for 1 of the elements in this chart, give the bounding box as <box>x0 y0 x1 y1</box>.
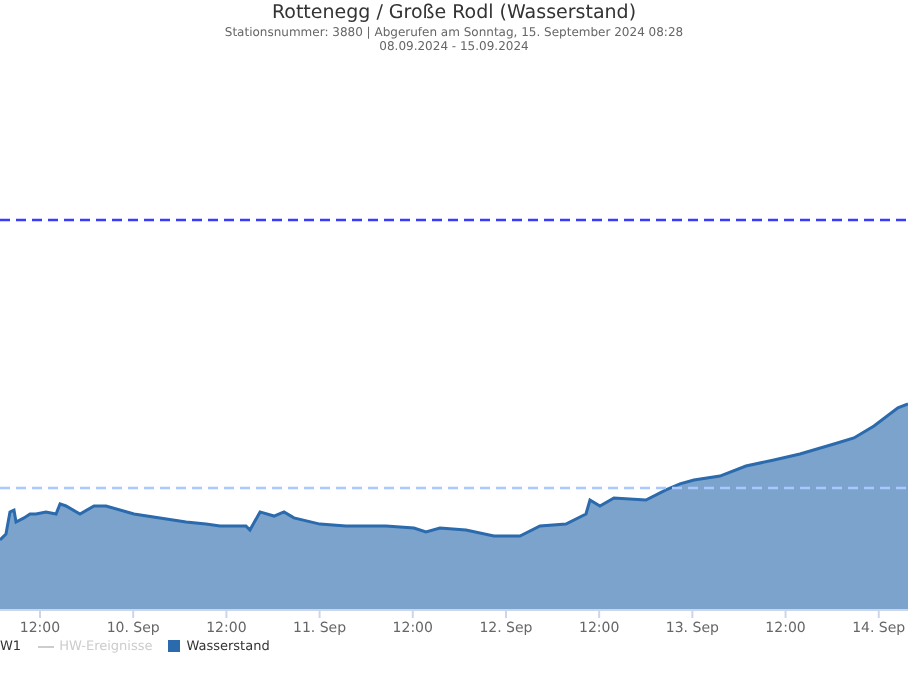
chart-title: Rottenegg / Große Rodl (Wasserstand) <box>269 2 639 24</box>
